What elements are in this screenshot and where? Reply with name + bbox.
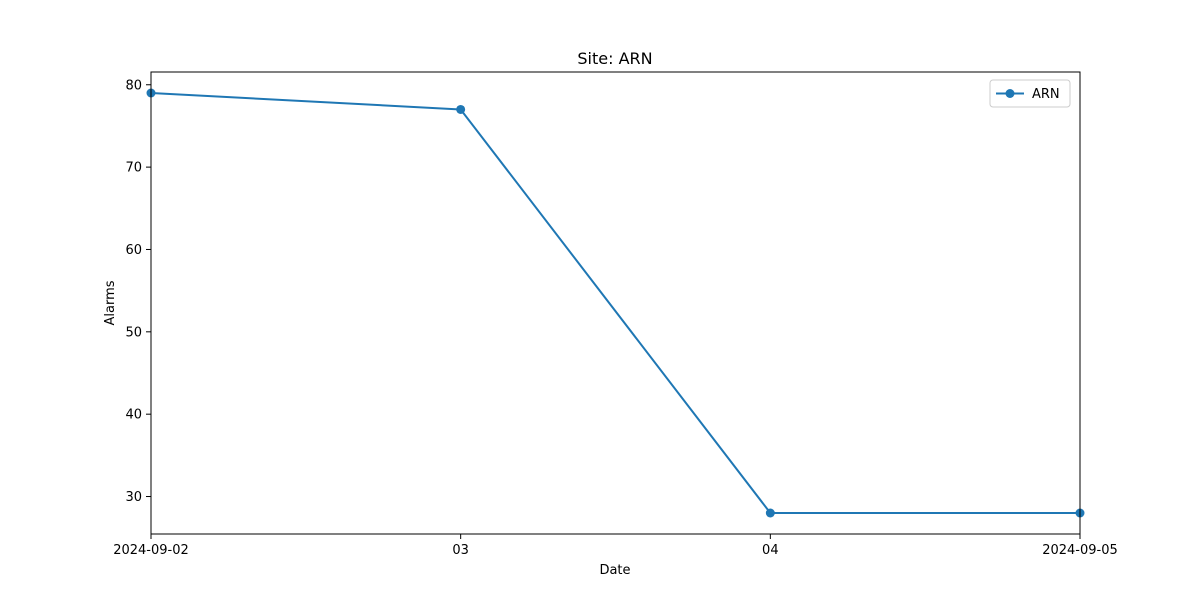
y-axis-label: Alarms: [103, 280, 118, 325]
y-tick-label: 40: [125, 408, 142, 423]
legend-label: ARN: [1032, 87, 1060, 102]
axes-frame: [150, 71, 1081, 535]
y-tick-label: 80: [125, 78, 142, 93]
data-point: [765, 508, 775, 518]
legend: ARN: [989, 79, 1071, 108]
x-tick-label: 04: [762, 543, 779, 558]
legend-marker: [1005, 89, 1015, 98]
series-line-0: [150, 92, 1080, 514]
x-tick-label: 2024-09-02: [113, 543, 189, 558]
axes: 30 40 50 60 70 80 2024-09-02 03 04 2024-09-05: [113, 71, 1118, 558]
x-tick-label: 2024-09-05: [1042, 543, 1118, 558]
chart-title: Site: ARN: [577, 49, 652, 68]
y-tick-label: 50: [125, 325, 142, 340]
x-axis-label: Date: [599, 563, 630, 578]
legend-box: [989, 79, 1071, 108]
y-tick-label: 60: [125, 243, 142, 258]
y-tick-label: 70: [125, 161, 142, 176]
plot-area: [146, 88, 1085, 518]
y-tick-label: 30: [125, 490, 142, 505]
data-point: [456, 104, 466, 114]
x-tick-label: 03: [452, 543, 469, 558]
